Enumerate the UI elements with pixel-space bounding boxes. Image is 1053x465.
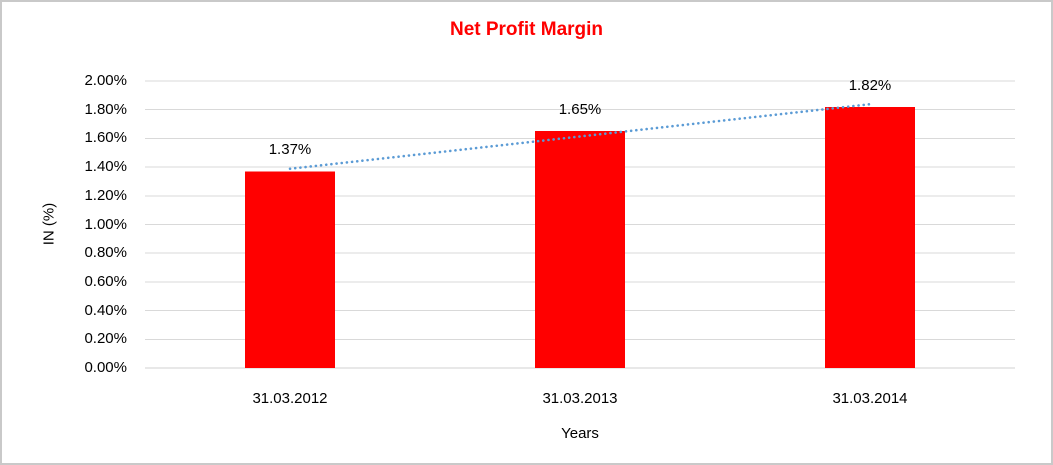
y-tick-label: 0.20% [84,330,127,348]
y-tick-label: 0.60% [84,272,127,290]
y-tick-label: 0.80% [84,244,127,262]
y-tick-label: 1.80% [84,100,127,118]
x-category-label: 31.03.2014 [832,390,908,407]
y-tick-label: 2.00% [84,72,127,89]
bar-3 [825,106,915,368]
y-axis-title: IN (%) [40,202,58,246]
bar-1 [245,171,335,368]
trendline [288,102,872,171]
x-category-label: 31.03.2012 [252,390,328,407]
chart-title: Net Profit Margin [449,19,604,40]
y-tick-label: 0.00% [84,359,127,376]
y-tick-label: 1.00% [84,215,127,233]
x-category-label: 31.03.2013 [542,390,618,407]
bar-value-label: 1.37% [268,141,312,159]
bar-value-label: 1.65% [558,101,602,119]
x-axis-title: Years [561,425,599,442]
y-tick-label: 1.40% [84,158,127,176]
bar-2 [535,131,625,368]
y-tick-label: 1.20% [84,186,127,204]
y-tick-label: 1.60% [84,129,127,147]
bar-value-label: 1.82% [848,76,892,94]
y-tick-label: 0.40% [84,301,127,319]
